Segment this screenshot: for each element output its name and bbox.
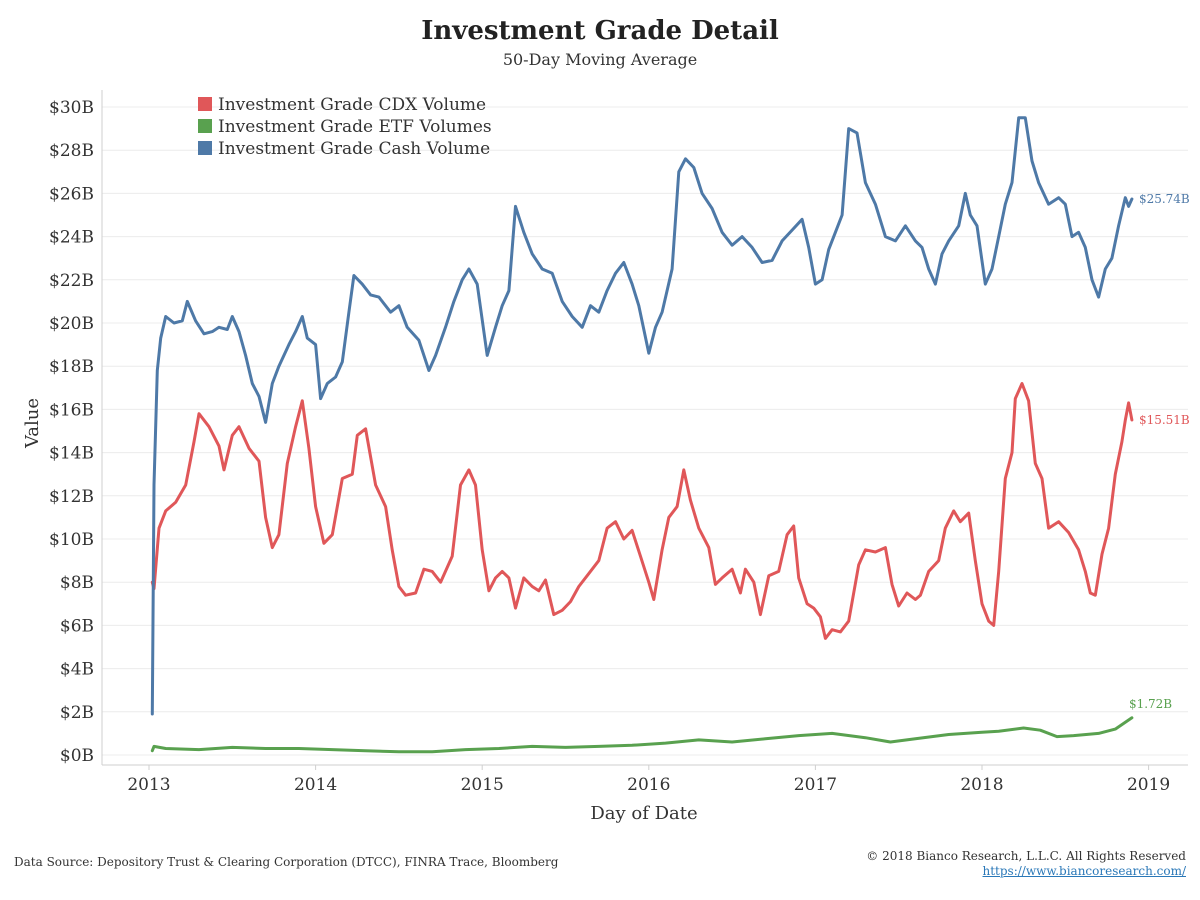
- end-label-cash: $25.74B: [1139, 192, 1190, 206]
- legend-label-cdx: Investment Grade CDX Volume: [218, 95, 486, 115]
- legend-label-cash: Investment Grade Cash Volume: [218, 139, 490, 159]
- series-line-cash: [150, 116, 1134, 716]
- x-axis-label: Day of Date: [590, 803, 697, 824]
- y-tick-label: $20B: [49, 314, 94, 334]
- gridlines: [102, 106, 1188, 756]
- data-source-note: Data Source: Depository Trust & Clearing…: [14, 855, 559, 869]
- y-tick-label: $16B: [49, 400, 94, 420]
- legend-swatch-etf: [198, 119, 212, 133]
- y-tick-label: $10B: [49, 530, 94, 550]
- series-line-etf: [150, 716, 1134, 754]
- y-tick-label: $24B: [49, 228, 94, 248]
- chart-title: Investment Grade Detail: [421, 16, 779, 46]
- end-label-cdx: $15.51B: [1139, 413, 1190, 427]
- y-tick-label: $26B: [49, 184, 94, 204]
- footer-credits: © 2018 Bianco Research, L.L.C. All Right…: [866, 849, 1186, 879]
- legend-swatch-cdx: [198, 97, 212, 111]
- y-tick-label: $12B: [49, 487, 94, 507]
- y-tick-label: $22B: [49, 271, 94, 291]
- y-tick-label: $4B: [60, 660, 94, 680]
- x-tick-label: 2016: [627, 775, 670, 795]
- chart-subtitle: 50-Day Moving Average: [502, 50, 698, 69]
- y-tick-label: $18B: [49, 357, 94, 377]
- series-lines: $1.72B $15.51B $25.74B: [150, 116, 1190, 754]
- x-tick-label: 2014: [294, 775, 337, 795]
- y-tick-label: $6B: [60, 616, 94, 636]
- x-tick-label: 2019: [1127, 775, 1170, 795]
- website-link[interactable]: https://www.biancoresearch.com/: [982, 864, 1186, 878]
- y-tick-label: $28B: [49, 141, 94, 161]
- y-tick-label: $30B: [49, 98, 94, 118]
- y-axis-label: Value: [22, 398, 43, 449]
- series-line-cdx: [150, 382, 1134, 640]
- x-tick-label: 2013: [127, 775, 170, 795]
- legend-label-etf: Investment Grade ETF Volumes: [218, 117, 492, 137]
- axes: $0B $2B $4B $6B $8B $10B $12B $14B $16B $18B $20B $…: [49, 90, 1188, 795]
- x-tick-label: 2018: [960, 775, 1003, 795]
- y-tick-label: $14B: [49, 444, 94, 464]
- y-tick-label: $0B: [60, 746, 94, 766]
- x-tick-label: 2015: [461, 775, 504, 795]
- copyright-text: © 2018 Bianco Research, L.L.C. All Right…: [866, 849, 1186, 863]
- y-tick-label: $2B: [60, 703, 94, 723]
- y-tick-label: $8B: [60, 573, 94, 593]
- x-tick-label: 2017: [794, 775, 837, 795]
- end-label-etf: $1.72B: [1129, 697, 1172, 711]
- legend-swatch-cash: [198, 141, 212, 155]
